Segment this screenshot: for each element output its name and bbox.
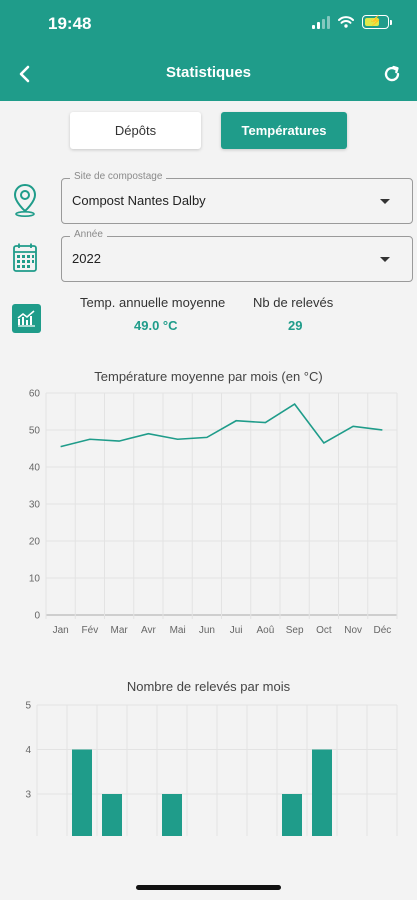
battery-icon: ⚡ [362,15,392,29]
tab-temperatures[interactable]: Températures [221,112,347,149]
x-tick-label: Nov [344,625,362,636]
y-tick-label: 0 [34,611,40,622]
signal-icon [312,15,330,29]
status-icons: ⚡ [312,15,392,29]
refresh-icon [384,65,400,82]
bar [162,794,182,836]
status-time: 19:48 [48,14,92,33]
temperature-series-line [60,403,383,448]
x-tick-label: Sep [286,625,304,636]
app-bar: 19:48 ⚡ Statistiques [0,0,417,101]
count-value: 29 [288,318,303,333]
location-pin-icon [13,183,37,217]
x-tick-label: Oct [316,625,332,636]
stats-chart-button[interactable] [12,304,41,333]
y-tick-label: 30 [29,500,41,511]
year-select-value: 2022 [72,251,101,266]
y-tick-label: 50 [29,426,41,437]
y-tick-label: 5 [25,701,31,712]
x-tick-label: Jun [199,625,215,636]
y-tick-label: 10 [29,574,41,585]
y-tick-label: 20 [29,537,41,548]
x-tick-label: Mai [170,625,186,636]
x-tick-label: Jan [53,625,69,636]
site-select[interactable]: Site de compostage Compost Nantes Dalby [61,171,413,224]
refresh-button[interactable] [379,60,405,88]
avg-temp-label: Temp. annuelle moyenne [80,295,226,310]
y-tick-label: 60 [29,389,41,400]
x-tick-label: Jui [230,625,243,636]
avg-temp-value: 49.0 °C [134,318,178,333]
site-select-legend: Site de compostage [70,171,167,182]
x-tick-label: Mar [111,625,129,636]
tab-depots[interactable]: Dépôts [70,112,201,149]
chart-icon [17,310,35,327]
site-select-value: Compost Nantes Dalby [72,193,206,208]
year-select-legend: Année [70,229,107,240]
bar [102,794,122,836]
readings-bar-chart: 3 4 5 [25,701,398,836]
temperature-line-chart: 0 10 20 30 40 50 60 Jan Fév Mar Avr Mai Jun Jui Aoû Sep… [29,389,398,636]
back-button[interactable] [12,60,36,88]
y-tick-label: 40 [29,463,41,474]
y-tick-label: 3 [25,790,31,801]
y-tick-label: 4 [25,745,31,756]
bar [72,749,92,836]
wifi-icon [338,16,354,28]
caret-down-icon [380,257,390,262]
calendar-icon [13,243,37,272]
year-select[interactable]: Année 2022 [61,229,413,282]
line-chart-title: Température moyenne par mois (en °C) [94,369,323,384]
x-tick-label: Aoû [256,625,274,636]
caret-down-icon [380,199,390,204]
chevron-left-icon [19,65,30,83]
bar-chart-title: Nombre de relevés par mois [126,679,291,694]
bar [312,749,332,836]
bar [282,794,302,836]
home-indicator [136,885,281,890]
x-tick-label: Avr [141,625,156,636]
count-label: Nb de relevés [253,295,334,310]
x-tick-label: Fév [82,625,99,636]
x-tick-label: Déc [373,625,391,636]
page-title: Statistiques [165,64,252,81]
